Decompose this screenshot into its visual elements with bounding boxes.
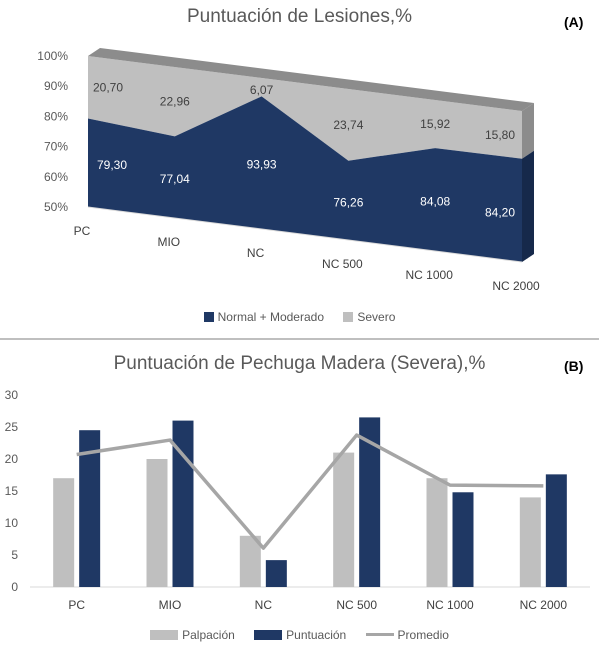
legend-label-normal-moderado: Normal + Moderado — [217, 309, 324, 324]
y-tick-label-b: 15 — [5, 484, 19, 498]
x-tick-label-b: NC 2000 — [520, 598, 568, 612]
chart-b-panel-label: (B) — [564, 358, 584, 374]
data-label-severo: 6,07 — [250, 83, 274, 97]
y-tick-label-b: 30 — [5, 388, 19, 402]
y-tick-label-a: 80% — [44, 109, 68, 123]
legend-label-promedio: Promedio — [397, 627, 449, 642]
x-tick-label-b: NC 500 — [336, 598, 377, 612]
data-label-severo: 15,80 — [485, 128, 515, 142]
x-tick-label-b: MIO — [159, 598, 182, 612]
x-tick-label-a: NC 2000 — [492, 279, 540, 293]
chart-a-title: Puntuación de Lesiones,% — [187, 6, 412, 27]
chart-b-legend: Palpación Puntuación Promedio — [0, 627, 599, 642]
data-label-severo: 23,74 — [333, 118, 363, 132]
y-tick-label-b: 0 — [11, 580, 18, 594]
legend-swatch-severo — [343, 311, 354, 322]
panel-b-pechuga-madera: Puntuación de Pechuga Madera (Severa),% … — [0, 341, 599, 652]
bar-puntuacion — [265, 560, 287, 587]
chart-b-plot: 0 5 10 15 20 25 30 PC MIO NC NC 500 NC 1000 NC 2000 — [5, 388, 590, 612]
legend-swatch-normal-moderado — [203, 311, 214, 322]
bar-puntuacion — [452, 492, 474, 587]
y-tick-label-b: 10 — [5, 516, 19, 530]
data-label-normal-moderado: 93,93 — [247, 158, 277, 172]
y-tick-label-b: 20 — [5, 452, 19, 466]
y-tick-label-a: 50% — [44, 200, 68, 214]
bar-palpacion — [333, 452, 355, 587]
chart-a-panel-label: (A) — [564, 14, 584, 30]
y-tick-label-a: 60% — [44, 170, 68, 184]
data-label-severo: 20,70 — [93, 80, 123, 94]
y-tick-label-b: 5 — [11, 548, 18, 562]
bar-palpacion — [426, 478, 448, 587]
area-severo — [88, 56, 522, 161]
area-normal-moderado-side — [522, 150, 534, 262]
line-promedio — [76, 433, 544, 550]
data-label-severo: 15,92 — [420, 117, 450, 131]
chart-a-legend: Normal + Moderado Severo — [0, 309, 599, 324]
legend-label-puntuacion: Puntuación — [286, 627, 347, 642]
x-tick-label-a: NC 1000 — [406, 268, 454, 282]
legend-swatch-puntuacion — [254, 629, 283, 640]
data-label-normal-moderado: 76,26 — [333, 195, 363, 209]
data-label-normal-moderado: 84,20 — [485, 205, 515, 219]
data-label-normal-moderado: 79,30 — [97, 158, 127, 172]
legend-item-puntuacion: Puntuación — [254, 628, 346, 642]
legend-item-normal-moderado: Normal + Moderado — [203, 309, 324, 324]
x-tick-label-a: NC — [247, 246, 265, 260]
x-tick-label-b: PC — [68, 598, 85, 612]
legend-line-promedio — [365, 632, 394, 636]
chart-a-plot: 50% 60% 70% 80% 90% 100% 79,30 77,04 93,93 76,26 8… — [37, 48, 540, 293]
bar-puntuacion — [545, 474, 567, 587]
data-label-severo: 22,96 — [160, 95, 190, 109]
area-severo-side — [522, 103, 534, 159]
chart-b-title: Puntuación de Pechuga Madera (Severa),% — [113, 353, 486, 374]
legend-item-promedio: Promedio — [365, 627, 449, 642]
y-tick-label-b: 25 — [5, 420, 19, 434]
x-tick-label-a: MIO — [157, 235, 180, 249]
bar-palpacion — [146, 459, 168, 587]
x-tick-label-a: PC — [74, 224, 91, 238]
area-top-surface — [88, 48, 534, 111]
legend-item-severo: Severo — [343, 310, 395, 324]
data-label-normal-moderado: 77,04 — [160, 172, 190, 186]
x-tick-label-a: NC 500 — [322, 257, 363, 271]
panel-divider — [0, 338, 599, 340]
bar-palpacion — [519, 497, 541, 587]
legend-label-palpacion: Palpación — [182, 627, 235, 642]
bar-puntuacion — [359, 417, 381, 587]
bar-palpacion — [53, 478, 75, 587]
y-tick-label-a: 100% — [37, 49, 68, 63]
y-tick-label-a: 70% — [44, 140, 68, 154]
y-tick-label-a: 90% — [44, 79, 68, 93]
data-label-normal-moderado: 84,08 — [420, 195, 450, 209]
bar-palpacion — [239, 535, 261, 587]
legend-swatch-palpacion — [150, 629, 179, 640]
legend-label-severo: Severo — [357, 309, 396, 324]
x-tick-label-b: NC 1000 — [426, 598, 474, 612]
floor-line-a — [87, 206, 523, 263]
x-tick-label-b: NC — [255, 598, 273, 612]
legend-item-palpacion: Palpación — [150, 628, 235, 642]
panel-a-lesiones: Puntuación de Lesiones,% (A) 50% 60% 70% 80… — [0, 6, 599, 324]
bar-puntuacion — [79, 430, 101, 587]
